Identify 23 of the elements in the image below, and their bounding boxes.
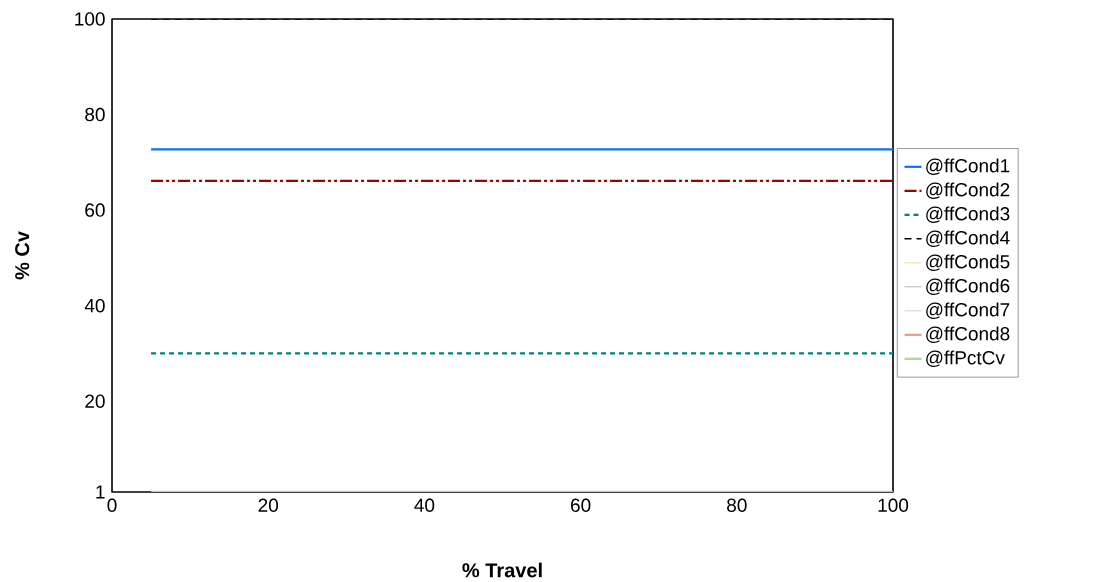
x-tick-label: 80 (727, 498, 747, 512)
legend-label: @ffCond8 (926, 326, 1010, 343)
legend-label: @ffCond2 (926, 182, 1010, 199)
y-tick-label: 100 (75, 12, 105, 26)
y-axis-title: % Cv (15, 231, 30, 280)
y-tick-label: 80 (85, 107, 105, 122)
legend-label: @ffCond5 (926, 254, 1010, 271)
legend-label: @ffCond7 (926, 302, 1010, 319)
x-tick-label: 100 (878, 498, 909, 512)
legend-label: @ffCond1 (926, 158, 1010, 175)
y-tick-label: 20 (85, 394, 105, 408)
legend-label: @ffPctCv (926, 350, 1005, 367)
legend-label: @ffCond6 (926, 278, 1010, 295)
x-tick-label: 60 (571, 498, 591, 512)
x-axis-title: % Travel (462, 562, 542, 578)
y-tick-label: 40 (84, 298, 105, 313)
y-tick-label: 1 (96, 485, 105, 499)
x-tick-label: 0 (107, 498, 117, 512)
y-tick-label: 60 (85, 203, 105, 217)
legend-label: @ffCond3 (926, 206, 1010, 223)
x-tick-label: 20 (258, 498, 279, 512)
x-tick-label: 40 (414, 498, 435, 512)
legend-label: @ffCond4 (926, 230, 1010, 247)
